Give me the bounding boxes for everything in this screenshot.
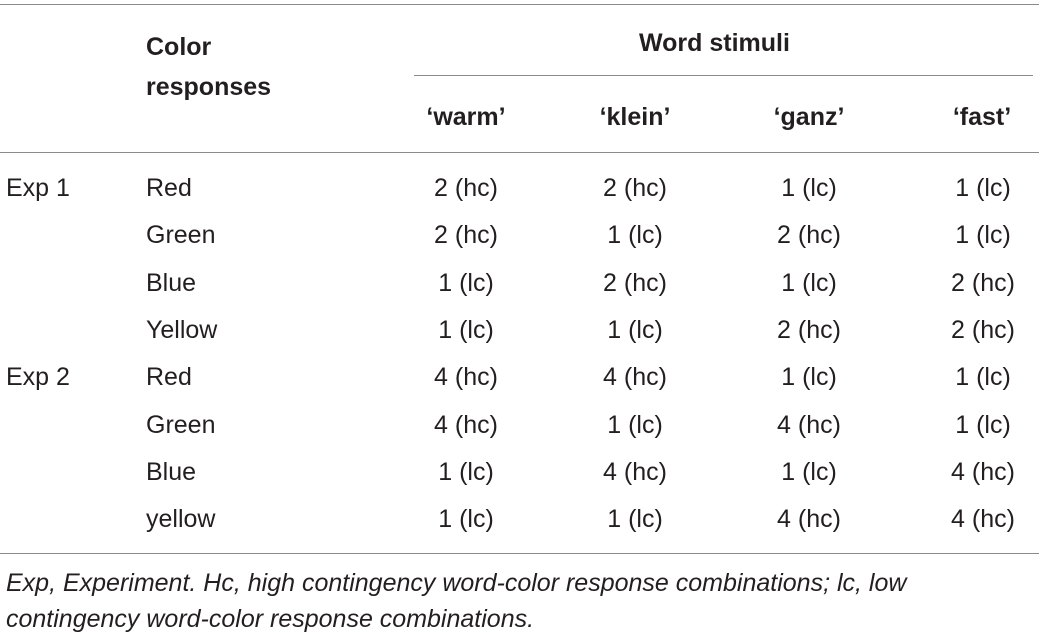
row-color-response: Blue [146, 457, 197, 486]
header-color-responses-line1: Color [146, 33, 212, 61]
table-cell: 4 (hc) [434, 363, 498, 392]
column-header-fast: ‘fast’ [952, 103, 1012, 131]
row-color-response: Red [146, 363, 192, 392]
table-cell: 4 (hc) [777, 410, 841, 439]
header-color-responses: Color responses [146, 27, 271, 107]
table-cell: 1 (lc) [607, 315, 663, 344]
table-cell: 1 (lc) [781, 268, 837, 297]
table-cell: 4 (hc) [951, 457, 1015, 486]
row-experiment-label: Exp 2 [6, 363, 70, 392]
row-color-response: Green [146, 410, 216, 439]
table-top-rule [0, 4, 1039, 5]
table-cell: 4 (hc) [434, 410, 498, 439]
table-cell: 1 (lc) [955, 363, 1011, 392]
table-cell: 4 (hc) [951, 505, 1015, 534]
table-cell: 1 (lc) [438, 315, 494, 344]
row-color-response: Blue [146, 268, 197, 297]
table-footnote: Exp, Experiment. Hc, high contingency wo… [6, 569, 907, 633]
table-header-rule [0, 152, 1039, 153]
column-header-klein: ‘klein’ [599, 103, 671, 131]
table-cell: 2 (hc) [777, 315, 841, 344]
table-cell: 2 (hc) [434, 221, 498, 250]
table-cell: 1 (lc) [955, 174, 1011, 202]
table-cell: 1 (lc) [781, 363, 837, 392]
table-cell: 1 (lc) [607, 410, 663, 439]
table-cell: 2 (hc) [951, 268, 1015, 297]
table-cell: 4 (hc) [777, 505, 841, 534]
column-header-ganz: ‘ganz’ [773, 103, 845, 131]
table-cell: 2 (hc) [603, 174, 667, 202]
row-color-response: Green [146, 221, 216, 250]
table-cell: 1 (lc) [781, 174, 837, 202]
table-cell: 1 (lc) [438, 505, 494, 534]
table-cell: 1 (lc) [781, 457, 837, 486]
table-bottom-rule [0, 553, 1039, 554]
table-cell: 2 (hc) [951, 315, 1015, 344]
table-cell: 1 (lc) [438, 457, 494, 486]
table-cell: 1 (lc) [438, 268, 494, 297]
word-stimuli-underline [414, 75, 1033, 76]
table-cell: 1 (lc) [955, 410, 1011, 439]
row-color-response: Red [146, 174, 192, 202]
table-cell: 4 (hc) [603, 363, 667, 392]
column-header-warm: ‘warm’ [426, 103, 506, 131]
table-cell: 2 (hc) [603, 268, 667, 297]
table-cell: 1 (lc) [607, 505, 663, 534]
row-color-response: yellow [146, 505, 216, 534]
row-color-response: Yellow [146, 315, 218, 344]
header-color-responses-line2: responses [146, 73, 272, 101]
header-word-stimuli: Word stimuli [639, 29, 790, 57]
table-cell: 4 (hc) [603, 457, 667, 486]
table-cell: 2 (hc) [777, 221, 841, 250]
table-cell: 2 (hc) [434, 174, 498, 202]
table-cell: 1 (lc) [955, 221, 1011, 250]
row-experiment-label: Exp 1 [6, 174, 70, 202]
table-cell: 1 (lc) [607, 221, 663, 250]
